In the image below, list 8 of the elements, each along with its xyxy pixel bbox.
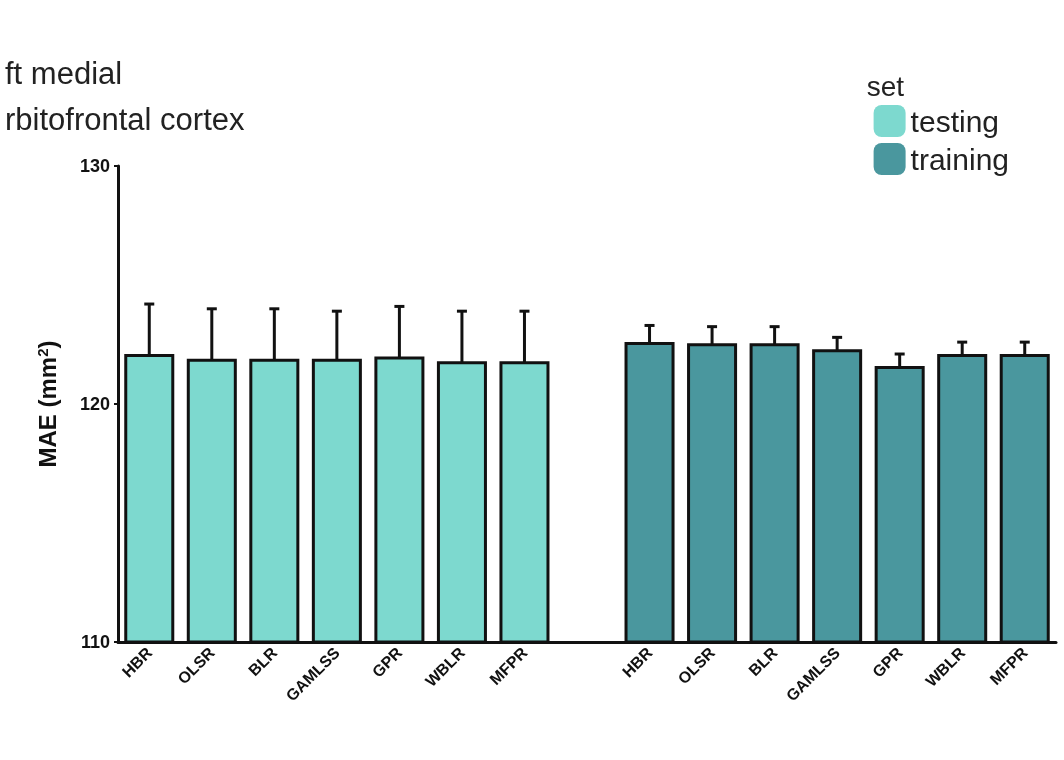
chart-title: ft medial rbitofrontal cortex: [5, 55, 245, 137]
legend-title: set: [866, 70, 905, 102]
y-axis-title: MAE (mm2): [34, 340, 61, 468]
y-tick-label: 110: [80, 632, 110, 652]
legend-label: training: [910, 142, 1010, 176]
legend-label: testing: [910, 104, 999, 138]
y-tick-label: 130: [79, 156, 110, 176]
y-tick-label: 120: [79, 394, 110, 414]
